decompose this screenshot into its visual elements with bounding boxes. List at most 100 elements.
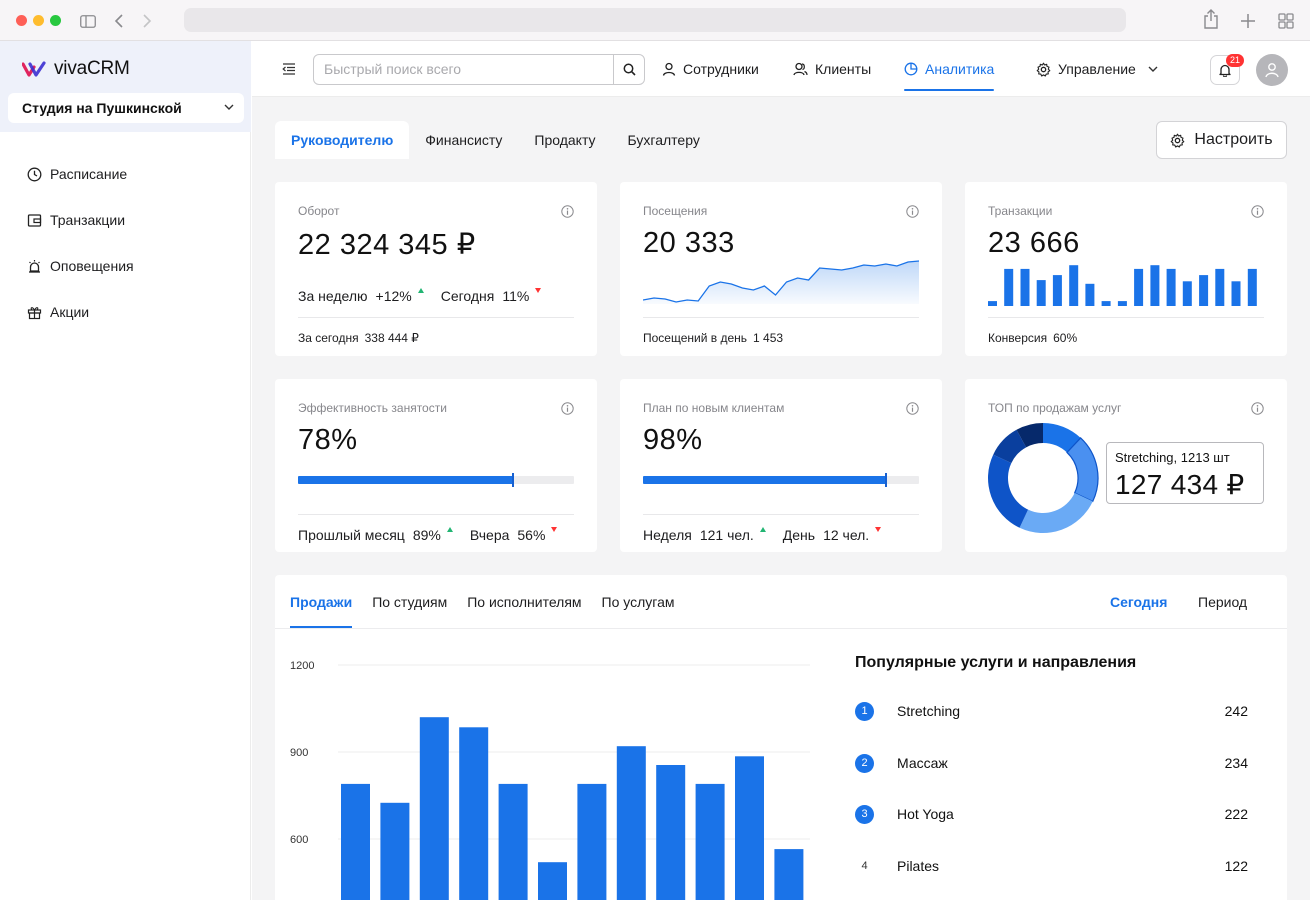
period-range[interactable]: Период (1198, 593, 1248, 610)
info-icon[interactable] (561, 205, 574, 218)
search-input[interactable] (324, 61, 604, 77)
list-item[interactable]: 2 Массаж 234 (855, 752, 1248, 774)
trend-up-icon (417, 288, 424, 293)
tab-manager[interactable]: Руководителю (275, 121, 410, 159)
sidebar-item-label: Транзакции (50, 212, 126, 228)
sidebar-item-transactions[interactable]: Транзакции (0, 197, 251, 243)
top-services-donut[interactable] (987, 422, 1099, 534)
occupancy-card: Эффективность занятости 78% Прошлый меся… (275, 379, 597, 552)
sales-panel: Продажи По студиям По исполнителям По ус… (275, 575, 1287, 900)
gear-icon (1171, 133, 1185, 148)
chart-bar[interactable] (656, 765, 686, 900)
info-icon[interactable] (906, 402, 919, 415)
donut-slice[interactable] (1043, 423, 1081, 453)
tab-by-services[interactable]: По услугам (601, 593, 675, 610)
prev-value: 89% (412, 527, 441, 543)
chart-bar[interactable] (577, 783, 607, 900)
week-label: За неделю (298, 288, 368, 304)
share-icon[interactable] (1201, 9, 1221, 29)
info-icon[interactable] (1251, 205, 1264, 218)
occupancy-deltas: Прошлый месяц 89% Вчера 56% (298, 527, 558, 543)
forward-icon[interactable] (137, 11, 157, 31)
donut-slice[interactable] (1019, 492, 1093, 533)
logo[interactable]: vivaCRM (22, 58, 130, 80)
service-name: Hot Yoga (897, 806, 954, 822)
person-icon (662, 62, 676, 76)
nav-clients[interactable]: Клиенты (793, 41, 871, 97)
donut-slice[interactable] (1066, 437, 1099, 503)
footer-value: 60% (1053, 331, 1078, 345)
list-item[interactable]: 1 Stretching 242 (855, 700, 1248, 722)
sidebar-toggle-icon[interactable] (78, 11, 98, 31)
search-icon (623, 63, 636, 76)
notification-count-badge: 21 (1226, 54, 1244, 67)
footer-label: Посещений в день (643, 331, 748, 345)
chart-bar[interactable] (774, 849, 804, 900)
vivacrm-logo-icon (22, 61, 46, 77)
period-today[interactable]: Сегодня (1110, 593, 1168, 610)
nav-label: Сотрудники (683, 61, 759, 77)
close-window-button[interactable] (16, 15, 27, 26)
menu-collapse-icon[interactable] (282, 62, 296, 80)
mini-bar (1117, 301, 1127, 306)
divider (298, 317, 574, 318)
tab-product[interactable]: Продакту (534, 132, 596, 148)
back-icon[interactable] (109, 11, 129, 31)
prev-value: 121 чел. (699, 527, 754, 543)
nav-analytics[interactable]: Аналитика (904, 41, 995, 97)
sidebar-item-schedule[interactable]: Расписание (0, 151, 251, 197)
nav-management[interactable]: Управление (1036, 41, 1159, 97)
info-icon[interactable] (561, 402, 574, 415)
footer-value: 1 453 (753, 331, 784, 345)
configure-button[interactable]: Настроить (1156, 121, 1287, 159)
minimize-window-button[interactable] (33, 15, 44, 26)
tab-sales[interactable]: Продажи (290, 575, 353, 628)
mini-bar (1134, 268, 1144, 306)
prev-label: Прошлый месяц (298, 527, 405, 543)
today-label: Сегодня (440, 288, 495, 304)
sidebar-nav: Расписание Транзакции Оповещения Акции (0, 151, 251, 335)
tab-overview-icon[interactable] (1276, 11, 1296, 31)
y-tick-label: 1200 (290, 660, 314, 672)
tab-financier[interactable]: Финансисту (425, 132, 503, 148)
donut-slice[interactable] (993, 429, 1027, 464)
list-item[interactable]: 4 Pilates 122 (855, 855, 1248, 877)
card-value: 78% (298, 424, 358, 456)
mini-bar (1199, 275, 1209, 306)
address-bar[interactable] (184, 8, 1126, 32)
avatar[interactable] (1256, 54, 1288, 86)
service-name: Массаж (897, 755, 948, 771)
chart-bar[interactable] (538, 862, 567, 900)
chart-bar[interactable] (380, 802, 410, 900)
search-field (313, 54, 645, 85)
chart-bar[interactable] (616, 746, 646, 900)
donut-slice[interactable] (1016, 423, 1043, 448)
notifications-button[interactable]: 21 (1210, 54, 1244, 85)
maximize-window-button[interactable] (50, 15, 61, 26)
chart-bar[interactable] (341, 783, 370, 900)
sidebar-item-notifications[interactable]: Оповещения (0, 243, 251, 289)
service-count: 122 (1224, 858, 1248, 874)
chart-bar[interactable] (498, 783, 528, 900)
tab-by-performers[interactable]: По исполнителям (467, 593, 582, 610)
chart-bar[interactable] (695, 783, 725, 900)
top-services-card: ТОП по продажам услуг Stretching, 1213 ш… (965, 379, 1287, 552)
list-item[interactable]: 3 Hot Yoga 222 (855, 803, 1248, 825)
mini-bar (1215, 268, 1225, 306)
info-icon[interactable] (1251, 402, 1264, 415)
nav-employees[interactable]: Сотрудники (662, 41, 759, 97)
mini-bar (1247, 268, 1257, 306)
prev-label: Неделя (643, 527, 692, 543)
tab-by-studios[interactable]: По студиям (372, 593, 448, 610)
service-count: 234 (1224, 755, 1248, 771)
new-tab-icon[interactable] (1238, 11, 1258, 31)
donut-slice[interactable] (988, 454, 1029, 528)
info-icon[interactable] (906, 205, 919, 218)
search-button[interactable] (613, 55, 644, 84)
sidebar-item-promotions[interactable]: Акции (0, 289, 251, 335)
chart-bar[interactable] (419, 717, 449, 900)
studio-selector[interactable]: Студия на Пушкинской (8, 93, 244, 123)
chart-bar[interactable] (735, 756, 764, 900)
chart-bar[interactable] (459, 727, 489, 900)
tab-accountant[interactable]: Бухгалтеру (627, 132, 700, 148)
